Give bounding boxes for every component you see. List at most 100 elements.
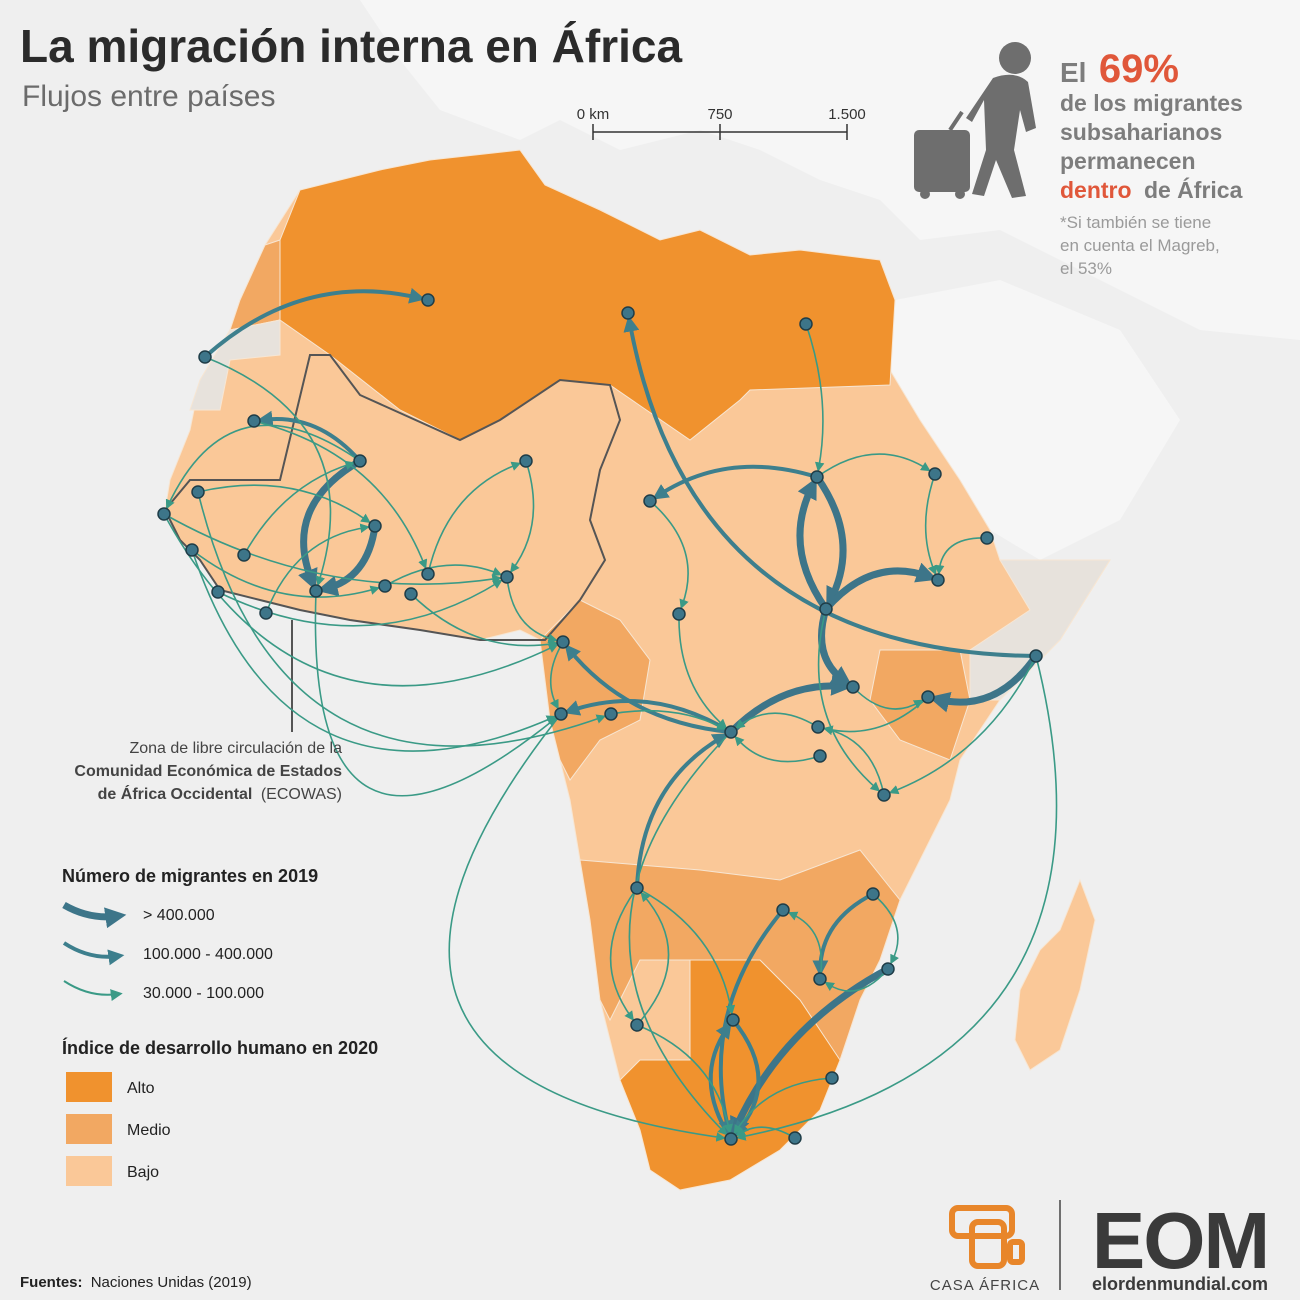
scale-label: 0 km bbox=[577, 106, 610, 123]
flow-small bbox=[636, 891, 670, 1026]
country-node bbox=[259, 606, 273, 620]
country-node bbox=[309, 584, 323, 598]
flow-small bbox=[787, 911, 823, 980]
flow-small bbox=[427, 461, 522, 575]
legend-arrow-large bbox=[62, 901, 127, 929]
country-node bbox=[237, 548, 251, 562]
legend-label: > 400.000 bbox=[143, 907, 215, 924]
flow-small bbox=[872, 893, 899, 965]
flow-medium bbox=[623, 315, 1038, 658]
country-node bbox=[556, 635, 570, 649]
sources-label: Fuentes: bbox=[20, 1274, 83, 1291]
flow-small bbox=[217, 579, 503, 627]
flow-medium bbox=[635, 733, 729, 890]
sources-text: Naciones Unidas (2019) bbox=[91, 1274, 252, 1291]
annotation-line: Comunidad Económica de Estados bbox=[74, 763, 342, 780]
country-node bbox=[980, 531, 994, 545]
flow-small bbox=[191, 549, 381, 598]
legend-swatch bbox=[66, 1072, 112, 1102]
country-node bbox=[500, 570, 514, 584]
flow-small bbox=[506, 576, 558, 644]
title: La migración interna en África bbox=[20, 20, 682, 72]
western-sahara bbox=[189, 319, 281, 411]
flow-small bbox=[243, 460, 356, 556]
callout-highlight: dentro bbox=[1060, 177, 1132, 203]
flow-small bbox=[410, 593, 558, 650]
country-node bbox=[630, 881, 644, 895]
flow-small bbox=[678, 613, 728, 729]
flow-small bbox=[649, 500, 689, 610]
flow-small bbox=[734, 735, 821, 763]
flow-small bbox=[265, 523, 370, 614]
flow-small bbox=[549, 641, 564, 710]
country-node bbox=[921, 690, 935, 704]
flow-medium bbox=[563, 698, 733, 734]
flow-small bbox=[733, 1077, 833, 1135]
legend-title: Índice de desarrollo humano en 2020 bbox=[62, 1037, 378, 1058]
flow-small bbox=[609, 887, 638, 1021]
migration-flows bbox=[163, 287, 1058, 1142]
annotation-rest: (ECOWAS) bbox=[261, 786, 342, 803]
legend-label: Medio bbox=[127, 1122, 171, 1139]
flow-medium bbox=[256, 410, 362, 463]
country-node bbox=[931, 573, 945, 587]
country-node bbox=[519, 454, 533, 468]
country-nodes bbox=[157, 293, 1043, 1146]
flow-small bbox=[823, 696, 929, 735]
flow-large bbox=[298, 457, 364, 591]
country-node bbox=[604, 707, 618, 721]
country-node bbox=[866, 887, 880, 901]
flow-small bbox=[636, 1024, 733, 1134]
annotation-line: de África Occidental (ECOWAS) bbox=[98, 784, 342, 803]
flow-small bbox=[735, 712, 819, 729]
callout-highlight-rest: de África bbox=[1144, 176, 1243, 203]
flow-small bbox=[163, 513, 559, 687]
flow-small bbox=[934, 537, 988, 575]
country-node bbox=[877, 788, 891, 802]
callout-note: en cuenta el Magreb, bbox=[1060, 236, 1220, 255]
annotation-line: Zona de libre circulación de la bbox=[129, 740, 342, 757]
flow-small bbox=[823, 725, 885, 796]
flow-small bbox=[736, 655, 1058, 1141]
madagascar bbox=[1014, 878, 1096, 1071]
legend-label: Alto bbox=[127, 1080, 155, 1097]
callout-line: permanecen bbox=[1060, 148, 1196, 174]
country-node bbox=[819, 602, 833, 616]
flow-small bbox=[888, 655, 1037, 795]
legend-swatch bbox=[66, 1156, 112, 1186]
legend-arrow-small bbox=[63, 980, 123, 1001]
flow-small bbox=[824, 968, 889, 992]
flow-large bbox=[822, 562, 938, 613]
country-node bbox=[810, 470, 824, 484]
flow-small bbox=[197, 484, 371, 524]
country-node bbox=[724, 1132, 738, 1146]
callout-line: subsaharianos bbox=[1060, 119, 1222, 145]
callout-note: el 53% bbox=[1060, 259, 1112, 278]
flow-small bbox=[204, 356, 332, 587]
country-node bbox=[191, 485, 205, 499]
flow-large bbox=[730, 965, 892, 1139]
sources: Fuentes: Naciones Unidas (2019) bbox=[20, 1274, 252, 1291]
country-node bbox=[198, 350, 212, 364]
country-node bbox=[825, 1071, 839, 1085]
country-node bbox=[404, 587, 418, 601]
legend-swatch bbox=[66, 1114, 112, 1144]
country-node bbox=[421, 567, 435, 581]
country-node bbox=[1029, 649, 1043, 663]
country-node bbox=[672, 607, 686, 621]
casa-africa-text: CASA ÁFRICA bbox=[930, 1277, 1040, 1294]
scale-bar: 0 km 750 1.500 bbox=[577, 106, 866, 140]
country-node bbox=[726, 1013, 740, 1027]
flow-small bbox=[852, 686, 924, 710]
flow-medium bbox=[564, 644, 733, 734]
country-node bbox=[928, 467, 942, 481]
country-node bbox=[881, 962, 895, 976]
somalia bbox=[969, 559, 1111, 701]
flow-small bbox=[636, 887, 736, 1015]
scale-label: 750 bbox=[707, 106, 732, 123]
callout-headline: El 69% bbox=[1060, 47, 1179, 91]
ecowas-border bbox=[163, 354, 622, 641]
country-node bbox=[788, 1131, 802, 1145]
legend-label: 30.000 - 100.000 bbox=[143, 985, 264, 1002]
